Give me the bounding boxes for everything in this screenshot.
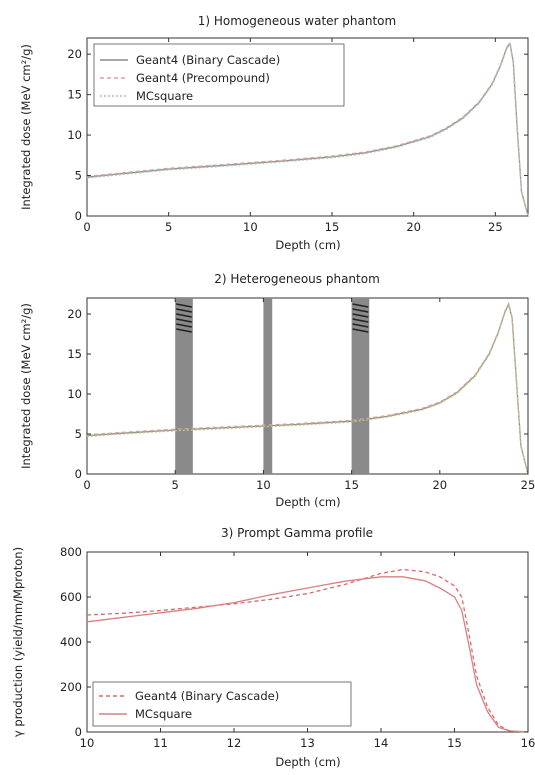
panel-2-xtick-label: 15 [344,478,359,492]
panel-1-legend-binary-cascade: Geant4 (Binary Cascade) [136,53,280,67]
panel-1-legend-mcsquare: MCsquare [136,89,193,103]
panel-2-xlabel: Depth (cm) [275,495,340,509]
panel-3-xtick-label: 15 [447,736,462,750]
panel-3-xtick-label: 16 [521,736,535,750]
panel-2-series-mcsquare [86,303,529,475]
panel-2-band-1-hatch-4 [176,318,192,323]
panel-1-ytick-label: 10 [67,128,82,142]
panel-2-title: 2) Heterogeneous phantom [214,272,380,286]
panel-1-legend: Geant4 (Binary Cascade) Geant4 (Precompo… [93,43,345,107]
panel-3-ytick-label: 600 [60,590,82,604]
panel-1-ytick-label: 15 [67,88,82,102]
panel-3-legend-box [92,681,352,727]
panel-1-ylabel: Integrated dose (MeV cm²/g) [19,44,33,210]
panel-3-title: 3) Prompt Gamma profile [221,526,373,540]
panel-2-band-3-hatch-2 [352,308,369,313]
panel-1: 1) Homogeneous water phantom 0 5 10 15 20 25 … [19,14,529,252]
panel-1-xtick-label: 15 [325,220,340,234]
panel-1-xtick-label: 10 [243,220,258,234]
panel-3-legend-mcsquare: MCsquare [135,707,192,721]
panel-2-xtick-label: 5 [172,478,179,492]
panel-3-legend-binary-cascade: Geant4 (Binary Cascade) [135,689,279,703]
panel-2-band-3-hatch-6 [352,328,369,333]
panel-1-ytick-label: 20 [67,47,82,61]
panel-2-ytick-label: 0 [75,467,82,481]
panel-2-xtick-label: 10 [256,478,271,492]
panel-2-band-3-hatch-1 [352,303,369,308]
panel-1-xtick-label: 25 [488,220,503,234]
panel-3-legend: Geant4 (Binary Cascade) MCsquare [92,681,352,727]
panel-2-band-3-hatch-3 [352,313,369,318]
panel-2-band-3-hatch-5 [352,323,369,328]
panel-1-ytick-label: 0 [75,209,82,223]
panel-2-band-1-hatch-5 [176,323,192,328]
panel-3-xtick-label: 12 [227,736,242,750]
panel-3-ytick-label: 800 [60,545,82,559]
panel-3-series-mcsquare [86,576,529,733]
panel-3-ytick-label: 200 [60,680,82,694]
panel-3-xlabel: Depth (cm) [275,755,340,769]
panel-3-xtick-label: 13 [300,736,315,750]
panel-2-band-1-hatch-2 [176,308,192,313]
panel-1-title: 1) Homogeneous water phantom [198,14,396,28]
panel-2-band-2 [263,298,273,474]
panel-3-xtick-label: 10 [80,736,95,750]
panel-2-xtick-label: 25 [521,478,535,492]
panel-3-xtick-label: 14 [374,736,389,750]
panel-2: 2) Heterogeneous phantom 0 5 10 15 20 25 0 5 10… [19,272,535,509]
panel-2-frame [86,297,529,475]
panel-2-ytick-label: 15 [67,347,82,361]
panel-3-series-geant4-binary-cascade [86,568,529,733]
panel-3-ytick-label: 400 [60,635,82,649]
panel-2-ytick-label: 20 [67,307,82,321]
panel-1-series-mcsquare [86,42,529,217]
panel-2-xtick-label: 20 [432,478,447,492]
panel-2-ylabel: Integrated dose (MeV cm²/g) [19,303,33,469]
panel-1-xtick-label: 5 [165,220,172,234]
panel-1-frame [86,37,529,217]
panel-2-band-1-hatch-6 [176,328,192,333]
panel-1-xtick-label: 0 [83,220,90,234]
panel-1-legend-box [93,43,345,107]
panel-2-xtick-label: 0 [83,478,90,492]
panel-1-xtick-label: 20 [406,220,421,234]
panel-3: 3) Prompt Gamma profile 10 11 12 13 14 15 16 0… [11,526,535,769]
panel-1-xlabel: Depth (cm) [275,238,340,252]
panel-2-band-1-hatch-1 [176,303,192,308]
panel-3-xtick-label: 11 [153,736,168,750]
panel-2-band-1-hatch-3 [176,313,192,318]
panel-3-ylabel: γ production (yield/mm/Mproton) [11,547,25,737]
panel-1-legend-precompound: Geant4 (Precompound) [136,71,270,85]
panel-2-band-3-hatch-4 [352,318,369,323]
panel-2-ytick-label: 10 [67,387,82,401]
panel-2-band-3 [351,298,370,474]
panel-3-ytick-label: 0 [75,725,82,739]
panel-2-ytick-label: 5 [75,427,82,441]
panel-1-ytick-label: 5 [75,169,82,183]
